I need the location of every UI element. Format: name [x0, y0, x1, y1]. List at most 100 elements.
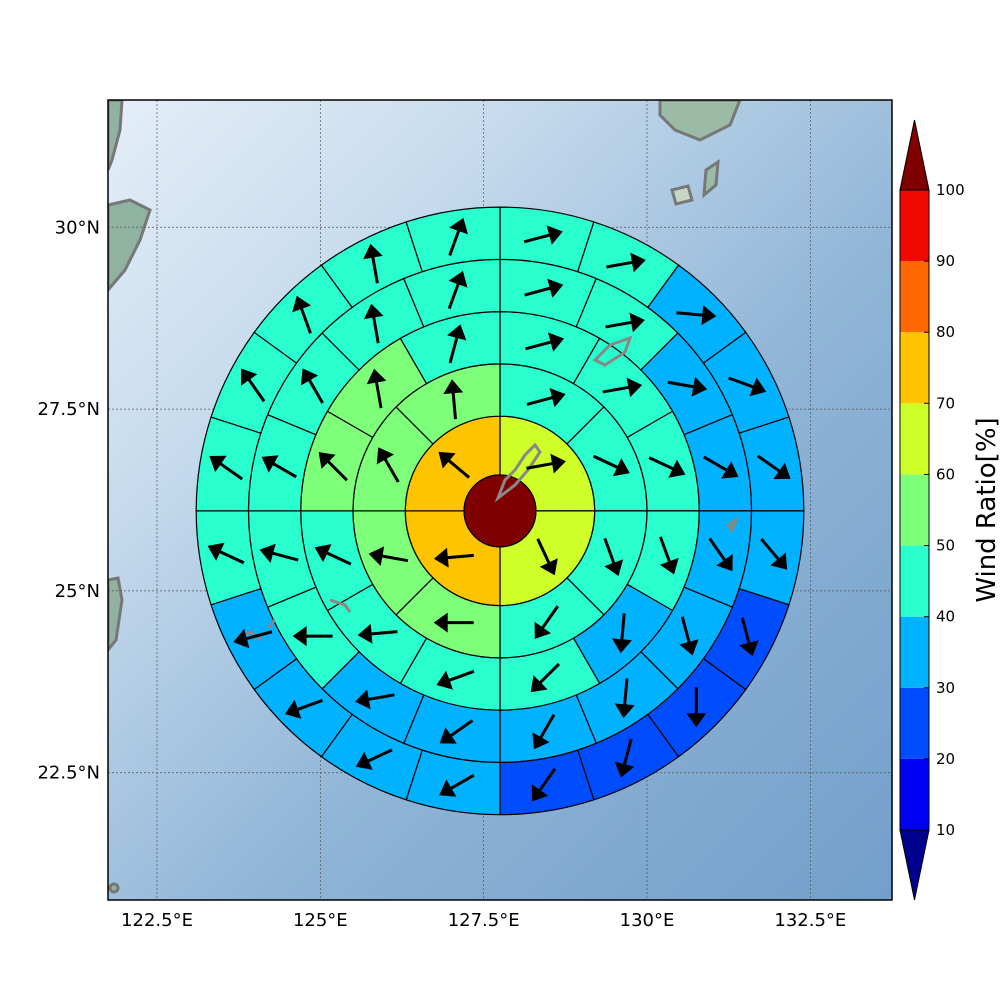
- colorbar-band: [900, 545, 929, 617]
- colorbar-label: Wind Ratio[%]: [972, 417, 1000, 602]
- wind-arrow: [261, 455, 297, 479]
- wind-arrow: [314, 544, 352, 566]
- wind-arrow: [606, 252, 646, 273]
- lat-tick-label: 30°N: [55, 217, 100, 238]
- wind-sector: [405, 206, 501, 273]
- colorbar-tick-label: 30: [936, 679, 955, 697]
- lat-tick-label: 25°N: [55, 581, 100, 602]
- colorbar-band: [900, 190, 929, 262]
- wind-arrow: [363, 243, 383, 284]
- latitude-ticks: 22.5°N 25°N 27.5°N 30°N: [37, 217, 100, 783]
- wind-arrow: [447, 271, 468, 310]
- wind-arrow: [648, 456, 686, 478]
- wind-arrow: [534, 605, 559, 639]
- wind-arrow: [300, 368, 324, 404]
- wind-arrow: [676, 305, 717, 326]
- wind-arrow: [728, 376, 767, 397]
- lon-tick-label: 125°E: [293, 910, 348, 931]
- wind-arrow: [241, 368, 266, 403]
- island-land: [108, 882, 120, 894]
- wind-arrow: [438, 451, 471, 479]
- lat-tick-label: 22.5°N: [37, 763, 100, 784]
- colorbar-under-extension: [899, 829, 930, 901]
- colorbar-frame: [899, 189, 930, 831]
- colorbar-tick-label: 100: [936, 181, 965, 199]
- colorbar-tick-label: 80: [936, 323, 955, 341]
- colorbar-over-extension: [899, 119, 930, 191]
- island-land: [108, 100, 124, 171]
- wind-arrow: [355, 689, 395, 710]
- colorbar-tick-label: 40: [936, 608, 955, 626]
- wind-arrow: [703, 455, 739, 479]
- map-panel: [108, 100, 892, 900]
- island-land: [658, 100, 742, 142]
- wind-arrow: [433, 547, 474, 568]
- wind-arrow: [679, 616, 699, 656]
- miyako-coast: [329, 598, 352, 613]
- wind-arrow: [439, 773, 475, 797]
- wind-arrow: [532, 713, 556, 750]
- wind-arrow: [708, 537, 733, 572]
- colorbar-band: [900, 474, 929, 546]
- lon-tick-label: 122.5°E: [121, 910, 193, 931]
- wind-arrow: [207, 542, 245, 565]
- daito-coast: [725, 516, 740, 533]
- wind-arrow: [439, 719, 474, 744]
- wind-arrow: [523, 225, 563, 245]
- wind-arrow: [376, 447, 400, 483]
- wind-arrow: [318, 452, 348, 482]
- wind-arrows: [207, 217, 791, 802]
- colorbar-band: [900, 687, 929, 759]
- wind-arrow: [292, 626, 333, 647]
- wind-arrow: [530, 662, 560, 693]
- wind-arrow: [447, 324, 467, 364]
- wind-arrow: [259, 543, 299, 563]
- colorbar-band: [900, 403, 929, 475]
- longitude-ticks: 122.5°E 125°E 127.5°E 130°E 132.5°E: [121, 910, 846, 931]
- colorbar-band: [900, 261, 929, 333]
- wind-arrow: [614, 678, 635, 719]
- wind-arrow: [443, 379, 464, 420]
- wind-arrow: [603, 537, 624, 576]
- colorbar-tick-label: 90: [936, 252, 955, 270]
- wind-arrow: [436, 669, 475, 690]
- lon-tick-label: 132.5°E: [774, 910, 846, 931]
- wind-arrow: [536, 538, 558, 576]
- wind-arrow: [233, 628, 273, 649]
- coastline-overlay: [234, 335, 740, 642]
- island-land: [108, 198, 152, 293]
- colorbar-band: [900, 332, 929, 404]
- island-land: [702, 159, 720, 199]
- wind-arrow: [209, 455, 243, 481]
- wind-arrow: [592, 454, 630, 477]
- wind-arrow: [433, 612, 474, 633]
- colorbar-tick-label: 60: [936, 465, 955, 483]
- lat-tick-label: 27.5°N: [37, 399, 100, 420]
- wind-arrow: [611, 613, 632, 654]
- wind-arrow: [614, 738, 635, 778]
- wind-arrow: [686, 687, 707, 728]
- colorbar-tick-label: 10: [936, 821, 955, 839]
- lon-tick-label: 130°E: [620, 910, 675, 931]
- wind-arrow: [602, 377, 643, 398]
- wind-arrow: [605, 312, 645, 333]
- island-land: [670, 184, 694, 206]
- amami-coast: [592, 335, 633, 367]
- colorbar-tick-label: 70: [936, 394, 955, 412]
- wind-arrow: [524, 278, 564, 298]
- colorbar-band: [900, 616, 929, 688]
- colorbar: 10 20 30 40 50 60 70 80 90 100: [899, 119, 965, 901]
- wind-arrow: [526, 453, 566, 474]
- wind-arrow: [531, 767, 557, 802]
- land-features: [108, 100, 742, 894]
- map-border: [107, 99, 893, 901]
- wind-arrow: [760, 538, 788, 570]
- wind-arrow: [448, 217, 468, 256]
- okinawa-coast: [494, 442, 542, 503]
- colorbar-band: [900, 758, 929, 830]
- wind-arrow: [525, 332, 565, 352]
- wind-arrow: [355, 748, 393, 770]
- wind-arrow: [368, 546, 409, 566]
- wind-arrow: [739, 617, 759, 657]
